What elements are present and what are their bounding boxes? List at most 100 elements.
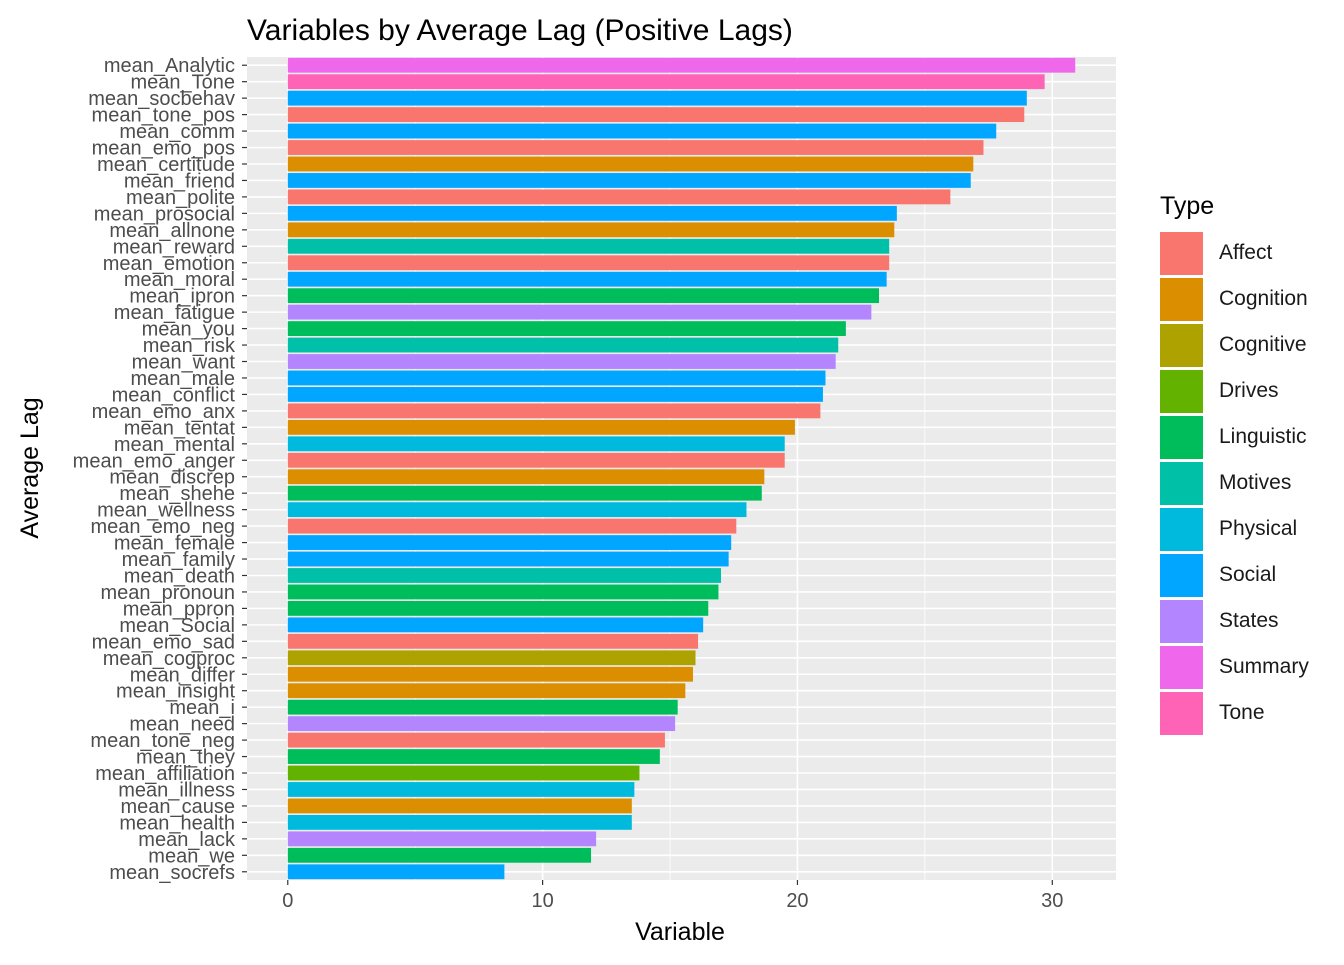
legend-item-summary: Summary (1160, 644, 1340, 690)
y-tick-label: mean_emo_anger (73, 450, 236, 472)
legend: Type Affect Cognition Cognitive Drives Lingu… (1160, 190, 1340, 736)
bar-mean_health (287, 814, 632, 830)
legend-item-cognition: Cognition (1160, 276, 1340, 322)
legend-item-states: States (1160, 598, 1340, 644)
x-tick-label: 10 (531, 890, 553, 912)
y-tick-label: mean_emo_sad (92, 631, 235, 653)
bar-mean_certitude (287, 156, 974, 172)
y-tick-label: mean_they (136, 747, 235, 769)
bar-mean_tentat (287, 419, 795, 435)
legend-key (1160, 323, 1203, 367)
legend-label: Motives (1219, 471, 1292, 494)
legend-key (1160, 553, 1203, 597)
legend-item-physical: Physical (1160, 506, 1340, 552)
y-tick-label: mean_prosocial (94, 203, 235, 225)
y-tick-label: mean_health (119, 812, 235, 834)
bar-mean_lack (287, 831, 597, 847)
legend-key (1160, 415, 1203, 459)
y-tick-label: mean_comm (119, 121, 235, 143)
y-tick-label: mean_ppron (123, 598, 235, 620)
legend-label: Linguistic (1219, 425, 1307, 448)
y-tick-label: mean_pronoun (100, 582, 235, 604)
y-tick-label: mean_tone_pos (92, 105, 235, 127)
bar-mean_ipron (287, 288, 880, 304)
legend-title: Type (1160, 192, 1215, 220)
bar-mean_socrefs (287, 864, 505, 880)
legend-label: States (1219, 609, 1279, 632)
y-tick-label: mean_i (169, 697, 235, 719)
bar-mean_cogproc (287, 650, 696, 666)
legend-label: Cognitive (1219, 333, 1307, 356)
y-tick-label: mean_friend (124, 170, 235, 192)
bar-mean_wellness (287, 502, 747, 518)
bar-mean_risk (287, 337, 839, 353)
y-tick-label: mean_cause (120, 796, 235, 818)
bar-mean_emotion (287, 255, 890, 271)
y-tick-label: mean_tone_neg (90, 730, 235, 752)
bar-mean_Tone (287, 74, 1045, 90)
y-tick-label: mean_reward (113, 236, 235, 258)
y-tick-label: mean_discrep (109, 467, 235, 489)
bar-mean_family (287, 551, 729, 567)
bar-mean_allnone (287, 222, 895, 238)
legend-item-drives: Drives (1160, 368, 1340, 414)
y-tick-label: mean_shehe (119, 483, 235, 505)
y-tick-label: mean_death (124, 565, 235, 587)
y-tick-label: mean_cogproc (103, 648, 235, 670)
legend-key (1160, 507, 1203, 551)
y-tick-label: mean_certitude (97, 154, 235, 176)
y-tick-label: mean_mental (114, 434, 235, 456)
y-tick-label: mean_emo_neg (90, 516, 235, 538)
y-tick-label: mean_allnone (109, 220, 235, 242)
bar-mean_mental (287, 436, 785, 452)
legend-key (1160, 691, 1203, 735)
bar-mean_fatigue (287, 304, 872, 320)
y-tick-label: mean_need (129, 714, 235, 736)
legend-key (1160, 231, 1203, 275)
bar-mean_i (287, 699, 678, 715)
bar-mean_differ (287, 666, 693, 682)
legend-label: Physical (1219, 517, 1298, 540)
y-tick-label: mean_risk (143, 335, 236, 357)
x-tick-label: 30 (1041, 890, 1063, 912)
legend-label: Tone (1219, 701, 1265, 724)
bar-mean_moral (287, 271, 887, 287)
y-tick-label: mean_family (122, 549, 235, 571)
bar-mean_emo_pos (287, 140, 984, 155)
y-tick-label: mean_Analytic (104, 55, 235, 77)
plot-panel: mean_Analyticmean_Tonemean_socbehavmean_… (73, 55, 1116, 912)
bar-mean_tone_neg (287, 732, 665, 748)
y-tick-label: mean_male (130, 368, 235, 390)
bar-mean_emo_anger (287, 452, 785, 468)
y-tick-label: mean_lack (138, 829, 236, 851)
bar-mean_tone_pos (287, 107, 1025, 123)
bar-mean_friend (287, 173, 971, 188)
bar-mean_comm (287, 123, 997, 139)
legend-label: Drives (1219, 379, 1279, 402)
y-tick-label: mean_tentat (124, 417, 236, 439)
bar-mean_male (287, 370, 826, 386)
bar-mean_prosocial (287, 205, 897, 221)
bar-mean_insight (287, 683, 686, 699)
legend-item-cognitive: Cognitive (1160, 322, 1340, 368)
y-tick-label: mean_conflict (112, 384, 236, 406)
bar-mean_affiliation (287, 765, 640, 781)
legend-label: Affect (1219, 241, 1273, 264)
legend-key (1160, 369, 1203, 413)
bar-mean_reward (287, 238, 890, 254)
x-tick-label: 0 (282, 890, 293, 912)
legend-label: Summary (1219, 655, 1309, 678)
chart-title: Variables by Average Lag (Positive Lags) (247, 14, 793, 47)
bar-mean_conflict (287, 387, 823, 402)
y-tick-label: mean_want (132, 352, 236, 374)
y-tick-label: mean_emo_anx (92, 401, 235, 423)
bar-mean_discrep (287, 469, 765, 485)
legend-key (1160, 645, 1203, 689)
bar-mean_you (287, 321, 846, 336)
y-tick-label: mean_ipron (129, 286, 235, 308)
x-tick-label: 20 (786, 890, 808, 912)
y-tick-label: mean_wellness (97, 500, 235, 522)
legend-label: Cognition (1219, 287, 1308, 310)
legend-item-motives: Motives (1160, 460, 1340, 506)
